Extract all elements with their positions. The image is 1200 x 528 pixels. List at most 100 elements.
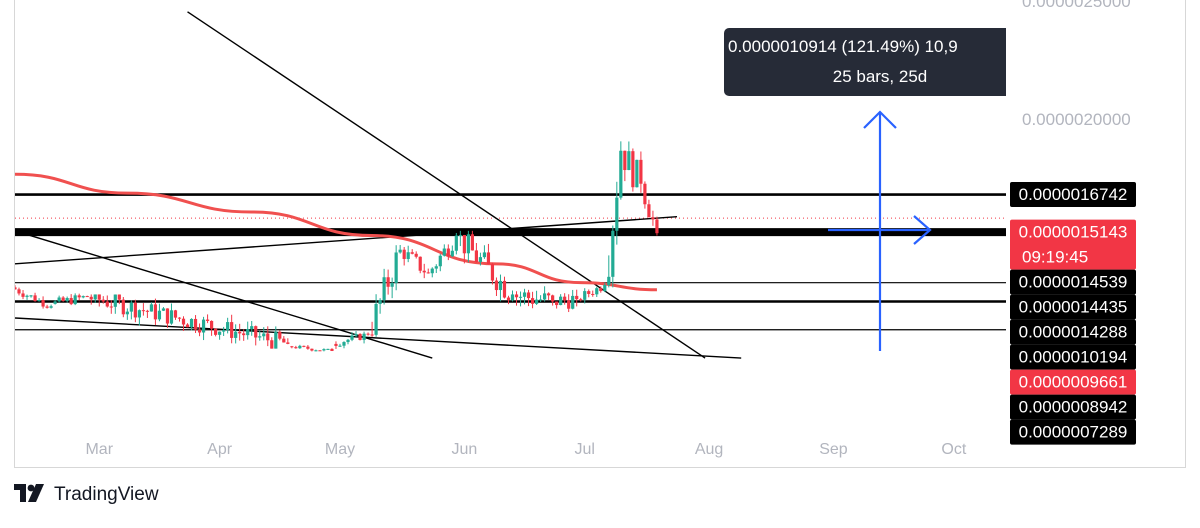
candle-body[interactable] xyxy=(599,288,603,292)
price-label-box[interactable] xyxy=(1010,319,1136,345)
candle-body[interactable] xyxy=(117,294,121,300)
candle-body[interactable] xyxy=(635,159,639,188)
candle-body[interactable] xyxy=(575,295,579,300)
candle-body[interactable] xyxy=(410,252,414,254)
candle-body[interactable] xyxy=(330,348,334,351)
candle-body[interactable] xyxy=(390,282,394,287)
candle-body[interactable] xyxy=(506,297,511,301)
candle-body[interactable] xyxy=(651,217,655,220)
candle-body[interactable] xyxy=(595,288,599,295)
trend-line[interactable] xyxy=(15,317,742,359)
candle-body[interactable] xyxy=(555,301,559,306)
candle-body[interactable] xyxy=(551,295,555,302)
candle-body[interactable] xyxy=(129,302,133,312)
candle-body[interactable] xyxy=(133,302,137,318)
candle-body[interactable] xyxy=(137,310,141,318)
candle-body[interactable] xyxy=(543,293,547,300)
candle-body[interactable] xyxy=(322,349,326,351)
price-label-box[interactable] xyxy=(1010,219,1136,270)
candle-body[interactable] xyxy=(567,300,571,309)
candle-body[interactable] xyxy=(631,151,635,188)
candle-body[interactable] xyxy=(414,253,418,257)
price-label-box[interactable] xyxy=(1010,269,1136,295)
candle-body[interactable] xyxy=(266,333,270,341)
candle-body[interactable] xyxy=(218,331,222,335)
candle-body[interactable] xyxy=(446,248,450,257)
candle-body[interactable] xyxy=(101,299,105,302)
candle-body[interactable] xyxy=(53,301,57,304)
candle-body[interactable] xyxy=(534,299,539,304)
candle-body[interactable] xyxy=(282,338,286,343)
candle-body[interactable] xyxy=(490,264,495,281)
candle-body[interactable] xyxy=(69,298,73,305)
candle-body[interactable] xyxy=(498,280,503,291)
candle-body[interactable] xyxy=(93,294,97,300)
candle-body[interactable] xyxy=(238,331,242,334)
candle-body[interactable] xyxy=(105,301,109,307)
candle-body[interactable] xyxy=(326,348,330,350)
candle-body[interactable] xyxy=(386,277,390,287)
candle-body[interactable] xyxy=(563,296,567,301)
candle-body[interactable] xyxy=(430,268,434,274)
candle-body[interactable] xyxy=(474,250,478,262)
candle-body[interactable] xyxy=(149,304,154,312)
candle-body[interactable] xyxy=(607,276,611,286)
trend-line[interactable] xyxy=(187,11,706,359)
candle-body[interactable] xyxy=(37,300,41,302)
candle-body[interactable] xyxy=(234,331,238,338)
moving-average-line[interactable] xyxy=(15,172,657,292)
candle-body[interactable] xyxy=(286,342,290,344)
candle-body[interactable] xyxy=(274,331,278,349)
candle-body[interactable] xyxy=(350,335,354,340)
candle-body[interactable] xyxy=(394,252,398,283)
candle-body[interactable] xyxy=(214,328,218,335)
candle-body[interactable] xyxy=(197,329,202,333)
candle-body[interactable] xyxy=(438,255,442,267)
candle-body[interactable] xyxy=(522,292,527,297)
candle-body[interactable] xyxy=(242,333,246,336)
candle-body[interactable] xyxy=(643,183,647,205)
candle-body[interactable] xyxy=(113,294,117,307)
candle-body[interactable] xyxy=(21,293,25,297)
candle-body[interactable] xyxy=(526,292,531,299)
candle-body[interactable] xyxy=(518,296,523,298)
candle-body[interactable] xyxy=(230,322,234,338)
candle-body[interactable] xyxy=(13,287,17,290)
candle-body[interactable] xyxy=(370,334,374,336)
candle-body[interactable] xyxy=(173,310,178,318)
candle-body[interactable] xyxy=(298,345,302,349)
trend-line[interactable] xyxy=(15,216,678,265)
candle-body[interactable] xyxy=(222,329,226,332)
candle-body[interactable] xyxy=(338,345,342,347)
candle-body[interactable] xyxy=(294,347,298,349)
candle-body[interactable] xyxy=(639,159,643,184)
candle-body[interactable] xyxy=(571,295,575,309)
candle-body[interactable] xyxy=(398,249,402,253)
candle-body[interactable] xyxy=(450,250,454,257)
candle-body[interactable] xyxy=(470,234,474,251)
candle-body[interactable] xyxy=(262,333,266,337)
candle-body[interactable] xyxy=(318,350,322,352)
candle-body[interactable] xyxy=(29,295,33,297)
candle-body[interactable] xyxy=(278,331,282,339)
price-label-box[interactable] xyxy=(1010,419,1136,445)
candle-body[interactable] xyxy=(494,280,499,291)
candle-body[interactable] xyxy=(145,310,150,312)
candle-body[interactable] xyxy=(655,219,659,234)
brand-watermark[interactable]: TradingView xyxy=(14,482,159,508)
candle-body[interactable] xyxy=(17,289,21,294)
candle-body[interactable] xyxy=(141,310,145,312)
candle-body[interactable] xyxy=(121,299,125,315)
candle-body[interactable] xyxy=(302,345,306,347)
candle-body[interactable] xyxy=(109,306,113,308)
candle-body[interactable] xyxy=(418,256,422,271)
candle-body[interactable] xyxy=(254,326,258,338)
candle-body[interactable] xyxy=(33,295,37,302)
candle-body[interactable] xyxy=(314,350,318,352)
candle-body[interactable] xyxy=(466,234,470,254)
candle-body[interactable] xyxy=(342,342,346,346)
candle-body[interactable] xyxy=(559,296,563,306)
candle-body[interactable] xyxy=(422,270,426,273)
